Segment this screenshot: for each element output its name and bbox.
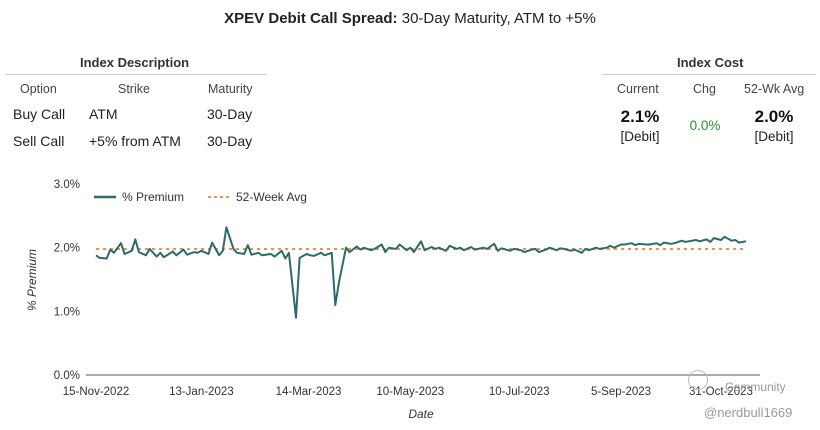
col-option: Option <box>20 82 57 96</box>
community-logo-icon <box>688 370 708 390</box>
row-strike: ATM <box>89 106 118 122</box>
y-tick-label: 1.0% <box>54 306 80 318</box>
chg-value: 0.0% <box>689 118 721 133</box>
chart-legend: % Premium 52-Week Avg <box>94 190 307 204</box>
title-ticker: XPEV Debit Call Spread: <box>224 10 398 27</box>
y-tick-label: 3.0% <box>54 179 80 191</box>
col-maturity: Maturity <box>208 82 253 96</box>
premium-line <box>95 226 747 319</box>
col-52wk-avg: 52-Wk Avg <box>744 82 805 96</box>
watermark-community: Community <box>725 380 786 394</box>
x-axis-label: Date <box>408 407 434 421</box>
watermark-handle: @nerdbull1669 <box>704 405 793 420</box>
x-tick-label: 10-May-2023 <box>376 386 444 398</box>
chart-title: XPEV Debit Call Spread: 30-Day Maturity,… <box>0 10 820 27</box>
current-value: 2.1% <box>620 107 660 126</box>
index-cost-divider <box>602 74 816 75</box>
row-strike: +5% from ATM <box>89 133 181 149</box>
legend-avg-label: 52-Week Avg <box>236 190 307 204</box>
legend-premium-label: % Premium <box>122 190 184 204</box>
row-maturity: 30-Day <box>207 106 253 122</box>
x-tick-label: 10-Jul-2023 <box>489 386 550 398</box>
col-strike: Strike <box>118 82 150 96</box>
col-chg: Chg <box>693 82 716 96</box>
x-tick-label: 14-Mar-2023 <box>276 386 342 398</box>
row-option: Buy Call <box>13 106 66 122</box>
x-tick-label: 15-Nov-2022 <box>63 386 129 398</box>
row-option: Sell Call <box>13 133 65 149</box>
index-description-heading: Index Description <box>80 55 190 70</box>
y-axis-label: % Premium <box>25 249 39 311</box>
current-note: [Debit] <box>620 129 660 144</box>
avg-note: [Debit] <box>754 129 794 144</box>
index-cost-heading: Index Cost <box>677 55 744 70</box>
y-tick-label: 0.0% <box>54 370 80 382</box>
col-current: Current <box>617 82 659 96</box>
x-tick-label: 31-Oct-2023 <box>689 386 753 398</box>
y-tick-label: 2.0% <box>54 243 80 255</box>
x-tick-label: 5-Sep-2023 <box>591 386 651 398</box>
index-description-divider <box>5 74 267 75</box>
x-tick-label: 13-Jan-2023 <box>169 386 234 398</box>
title-rest: 30-Day Maturity, ATM to +5% <box>401 10 596 27</box>
avg-value: 2.0% <box>754 107 794 126</box>
row-maturity: 30-Day <box>207 133 253 149</box>
